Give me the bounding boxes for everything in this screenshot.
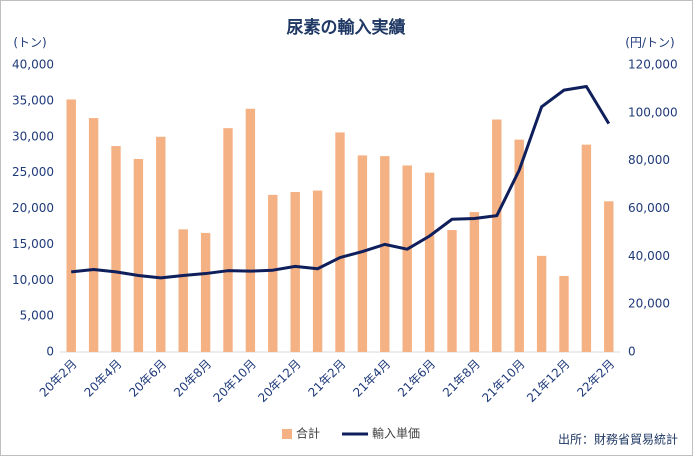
chart-title: 尿素の輸入実績 bbox=[287, 17, 406, 38]
line-series bbox=[71, 85, 611, 280]
y-tick-label: 25,000 bbox=[12, 165, 54, 179]
y2-tick-label: 20,000 bbox=[628, 297, 670, 311]
y-tick-label: 10,000 bbox=[12, 273, 54, 287]
bar bbox=[88, 118, 99, 352]
y2-tick-label: 0 bbox=[628, 345, 636, 359]
bar bbox=[357, 155, 368, 352]
bar bbox=[133, 158, 144, 352]
y-tick-label: 15,000 bbox=[12, 237, 54, 251]
bar bbox=[335, 132, 345, 352]
bar bbox=[424, 172, 435, 352]
bar bbox=[290, 191, 300, 352]
bar bbox=[268, 194, 278, 352]
y-tick-label: 30,000 bbox=[12, 129, 54, 143]
bar bbox=[66, 99, 76, 352]
bar bbox=[200, 232, 211, 352]
bar bbox=[581, 144, 592, 352]
y-tick-label: 35,000 bbox=[12, 93, 54, 107]
bar bbox=[604, 201, 614, 352]
y2-axis-title: (円/トン) bbox=[625, 36, 674, 50]
y-tick-label: 5,000 bbox=[20, 309, 54, 323]
bar bbox=[178, 229, 188, 352]
bar bbox=[245, 108, 256, 352]
y2-tick-label: 120,000 bbox=[628, 58, 678, 72]
bar bbox=[447, 230, 457, 352]
bar bbox=[492, 119, 502, 352]
y2-tick-label: 100,000 bbox=[628, 105, 678, 119]
y-tick-label: 40,000 bbox=[12, 58, 54, 72]
y2-tick-label: 40,000 bbox=[628, 249, 670, 263]
y-tick-label: 20,000 bbox=[12, 201, 54, 215]
y-tick-label: 0 bbox=[46, 345, 54, 359]
bar bbox=[312, 190, 323, 352]
bar bbox=[536, 255, 547, 352]
bar bbox=[380, 156, 390, 352]
bar bbox=[223, 128, 233, 352]
bar bbox=[402, 165, 412, 352]
legend-label: 合計 bbox=[296, 426, 320, 441]
bar bbox=[156, 136, 166, 352]
y2-tick-label: 80,000 bbox=[628, 153, 670, 167]
y2-tick-label: 60,000 bbox=[628, 201, 670, 215]
source-note: 出所：財務省貿易統計 bbox=[558, 432, 678, 447]
bar bbox=[559, 275, 569, 352]
bar bbox=[469, 212, 480, 352]
bar bbox=[514, 139, 524, 352]
legend-swatch bbox=[282, 429, 292, 439]
bar bbox=[111, 146, 121, 352]
legend-label: 輸入単価 bbox=[372, 426, 420, 441]
y-axis-title: (トン) bbox=[13, 36, 46, 50]
